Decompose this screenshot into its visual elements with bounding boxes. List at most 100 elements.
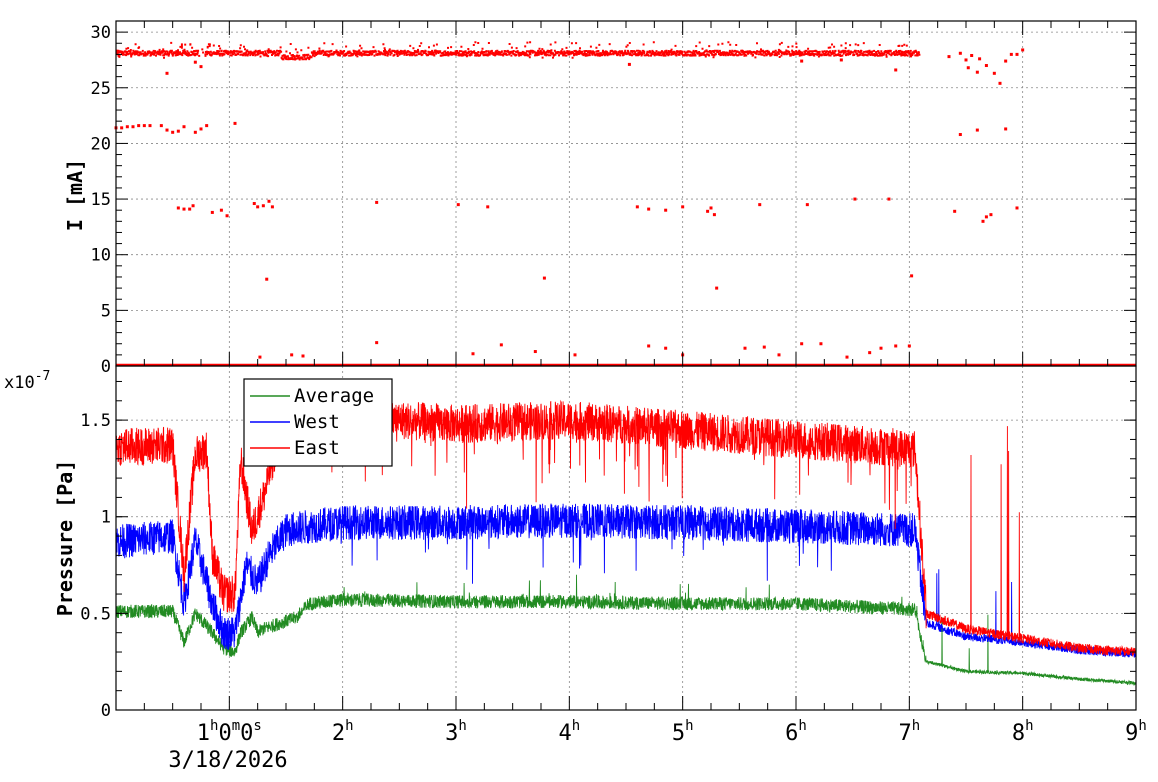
pressure-y-tick-label: 1.5 (80, 411, 111, 431)
current-data-point (947, 55, 951, 59)
current-data-point (573, 353, 577, 357)
current-data-point (709, 206, 713, 210)
current-data-point (159, 124, 163, 128)
current-data-point (958, 51, 962, 55)
pressure-y-axis: 0 0.5 1 1.5 (80, 380, 1136, 721)
current-data-point (664, 346, 668, 350)
current-data-point (627, 62, 631, 66)
current-data-point (301, 354, 305, 358)
current-data-point (910, 274, 914, 278)
current-plot-area (114, 41, 1136, 367)
current-y-tick-label: 20 (91, 134, 111, 154)
pressure-axis-title: Pressure [Pa] (53, 460, 77, 617)
current-data-point (182, 125, 186, 129)
current-data-point (171, 130, 175, 134)
current-data-point (845, 355, 849, 359)
current-data-point (1015, 206, 1019, 210)
current-data-point (142, 124, 146, 128)
current-data-point (1021, 48, 1025, 52)
current-data-point (375, 200, 379, 204)
current-data-point (800, 342, 804, 346)
current-data-point (868, 351, 872, 355)
current-y-tick-label: 5 (101, 301, 111, 321)
current-data-point (148, 124, 152, 128)
current-data-point (647, 344, 651, 348)
current-data-point (879, 346, 883, 350)
current-data-point (137, 124, 141, 128)
current-data-point (165, 71, 169, 75)
pressure-y-tick-label: 1 (101, 508, 111, 528)
current-data-point (839, 58, 843, 62)
current-data-point (191, 204, 195, 208)
current-data-point (270, 205, 274, 209)
current-data-point (800, 59, 804, 63)
current-y-tick-label: 15 (91, 190, 111, 210)
current-data-point (205, 124, 209, 128)
current-data-point (542, 276, 546, 280)
current-data-point (252, 202, 256, 206)
time-tick-label: 7h (898, 718, 920, 746)
current-data-point (375, 341, 379, 345)
current-data-point (984, 215, 988, 219)
current-data-point (964, 58, 968, 62)
time-tick-label: 6h (785, 718, 807, 746)
current-data-point (966, 66, 970, 70)
current-data-point (258, 355, 262, 359)
current-data-point (805, 203, 809, 207)
x-axis-date: 3/18/2026 (168, 748, 287, 773)
pressure-y-tick-label: 0.5 (80, 604, 111, 624)
current-data-point (743, 346, 747, 350)
current-data-point (120, 126, 124, 130)
current-data-point (1015, 52, 1019, 56)
current-data-point (233, 121, 237, 125)
legend: Average West East (243, 378, 393, 467)
current-data-point (499, 343, 503, 347)
current-data-point (975, 128, 979, 132)
current-data-point (199, 127, 203, 131)
current-main-band (116, 41, 921, 61)
legend-label-east: East (294, 437, 340, 459)
current-data-point (992, 71, 996, 75)
current-data-point (261, 204, 265, 208)
current-data-point (256, 205, 260, 209)
current-panel-grid (116, 21, 1136, 366)
current-y-tick-label: 30 (91, 23, 111, 43)
current-data-point (647, 207, 651, 211)
current-data-point (706, 209, 710, 213)
current-data-point (210, 210, 214, 214)
pressure-y-tick-label: 0 (101, 701, 111, 721)
current-data-point (1009, 52, 1013, 56)
current-data-point (681, 205, 685, 209)
current-data-point (219, 208, 223, 212)
time-tick-label: 3h (445, 718, 467, 746)
current-data-point (989, 213, 993, 217)
current-data-point (1004, 127, 1008, 131)
pressure-scale-exponent: -7 (35, 369, 51, 384)
current-data-point (984, 64, 988, 68)
current-data-point (712, 213, 716, 217)
current-data-point (486, 205, 490, 209)
current-data-point (290, 353, 294, 357)
current-data-point (176, 129, 180, 133)
current-y-tick-label: 0 (101, 357, 111, 377)
current-data-point (777, 353, 781, 357)
current-data-point (907, 344, 911, 348)
current-data-point (970, 54, 974, 57)
current-data-point (762, 345, 766, 349)
current-data-point (819, 342, 823, 346)
current-data-point (165, 128, 169, 132)
pressure-scale-factor: x10-7 (4, 369, 50, 393)
current-data-point (199, 65, 203, 69)
current-data-point (188, 207, 192, 211)
time-tick-label: 5h (672, 718, 694, 746)
current-data-point (664, 208, 668, 212)
current-data-point (975, 70, 979, 74)
current-data-point (758, 203, 762, 207)
time-tick-label: 9h (1125, 718, 1147, 746)
current-data-point (635, 205, 639, 209)
current-data-point (978, 57, 982, 61)
current-data-point (193, 130, 197, 134)
current-data-point (471, 352, 475, 356)
current-y-tick-label: 10 (91, 246, 111, 266)
